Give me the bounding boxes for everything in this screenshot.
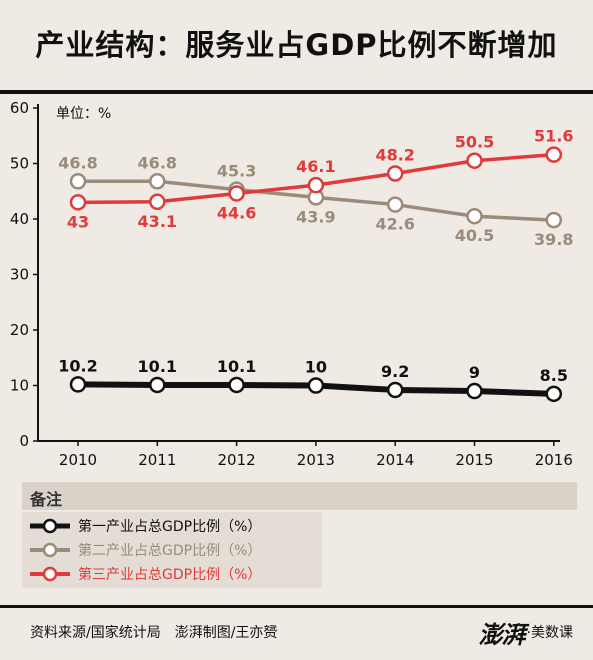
x-tick-label: 2012 bbox=[218, 451, 256, 469]
data-label-s3: 48.2 bbox=[375, 145, 414, 164]
data-point-s1 bbox=[307, 377, 325, 394]
x-tick-label: 2010 bbox=[59, 451, 97, 469]
data-point-s1 bbox=[386, 381, 404, 399]
data-point-s2 bbox=[545, 211, 563, 229]
legend-item-primary: 第一产业占总GDP比例（%） bbox=[30, 515, 261, 537]
data-point-s1 bbox=[228, 376, 245, 394]
data-label-s3: 43.1 bbox=[138, 212, 177, 231]
legend-label-tertiary: 第三产业占总GDP比例（%） bbox=[78, 567, 262, 583]
data-point-s1 bbox=[466, 382, 483, 400]
data-point-s3 bbox=[69, 194, 87, 211]
note-header: 备注 bbox=[22, 482, 577, 510]
footer-source: 资料来源/国家统计局 澎湃制图/王亦赟 bbox=[30, 625, 278, 641]
data-label-s2: 42.6 bbox=[375, 215, 414, 234]
data-label-s3: 46.1 bbox=[296, 157, 335, 176]
data-point-s1 bbox=[69, 376, 87, 393]
data-label-s2: 39.8 bbox=[534, 230, 573, 249]
y-tick-label: 0 bbox=[19, 432, 29, 450]
data-label-s1: 8.5 bbox=[540, 366, 568, 385]
legend: 第一产业占总GDP比例（%） 第二产业占总GDP比例（%） 第三产业占总GDP比… bbox=[22, 512, 322, 588]
x-tick-label: 2011 bbox=[138, 451, 176, 469]
line-chart: 0 10 20 30 40 50 60 2010 2011 2012 2013 2014 2015 201… bbox=[10, 99, 574, 469]
y-tick-label: 50 bbox=[10, 155, 29, 173]
data-label-s3: 50.5 bbox=[455, 133, 494, 152]
data-point-s2 bbox=[69, 173, 87, 190]
x-tick-label: 2014 bbox=[376, 451, 414, 469]
data-point-s3 bbox=[386, 165, 404, 182]
data-point-s3 bbox=[545, 146, 563, 163]
data-label-s1: 10.2 bbox=[58, 356, 97, 375]
legend-label-primary: 第一产业占总GDP比例（%） bbox=[78, 519, 262, 535]
data-point-s2 bbox=[466, 207, 483, 225]
data-label-s3: 43 bbox=[67, 212, 89, 231]
y-tick-label: 30 bbox=[10, 266, 29, 284]
data-label-s2: 45.3 bbox=[217, 162, 256, 181]
data-point-s1 bbox=[545, 385, 563, 403]
data-label-s1: 9.2 bbox=[381, 362, 409, 381]
legend-swatch-primary-icon bbox=[30, 518, 70, 534]
data-point-s3 bbox=[149, 193, 166, 211]
y-tick-label: 20 bbox=[10, 321, 29, 339]
data-label-s3: 51.6 bbox=[534, 127, 573, 146]
brand-logo-suffix: ·美数课 bbox=[526, 625, 573, 641]
data-point-s3 bbox=[466, 152, 483, 169]
brand-logo-mark: 澎湃 bbox=[478, 619, 526, 649]
data-label-s2: 46.8 bbox=[138, 153, 177, 172]
data-label-s3: 44.6 bbox=[217, 203, 256, 222]
data-label-s2: 46.8 bbox=[58, 153, 97, 172]
data-point-s2 bbox=[386, 196, 404, 213]
note-title: 备注 bbox=[30, 490, 63, 509]
data-point-s3 bbox=[228, 185, 245, 202]
y-tick-label: 60 bbox=[10, 99, 29, 117]
legend-item-secondary: 第二产业占总GDP比例（%） bbox=[30, 539, 261, 561]
x-tick-label: 2016 bbox=[535, 451, 573, 469]
x-tick-label: 2013 bbox=[297, 451, 335, 469]
y-tick-label: 10 bbox=[10, 377, 29, 395]
legend-swatch-tertiary-icon bbox=[30, 566, 70, 582]
data-label-s1: 10 bbox=[305, 358, 327, 377]
legend-label-secondary: 第二产业占总GDP比例（%） bbox=[78, 543, 262, 559]
data-label-s2: 43.9 bbox=[296, 207, 335, 226]
data-label-s1: 10.1 bbox=[217, 357, 256, 376]
data-label-s1: 9 bbox=[469, 363, 480, 382]
data-label-s2: 40.5 bbox=[455, 226, 494, 245]
data-label-s1: 10.1 bbox=[138, 357, 177, 376]
y-tick-label: 40 bbox=[10, 210, 29, 228]
bottom-rule bbox=[0, 605, 593, 608]
legend-item-tertiary: 第三产业占总GDP比例（%） bbox=[30, 563, 261, 585]
data-point-s3 bbox=[307, 176, 325, 194]
x-tick-label: 2015 bbox=[455, 451, 493, 469]
top-rule bbox=[0, 90, 593, 94]
data-point-s1 bbox=[149, 376, 166, 394]
brand-logo: 澎湃 ·美数课 bbox=[479, 614, 573, 650]
data-point-s2 bbox=[149, 173, 166, 190]
legend-swatch-secondary-icon bbox=[30, 542, 70, 558]
chart-title: 产业结构：服务业占GDP比例不断增加 bbox=[35, 28, 558, 62]
unit-label: 单位：% bbox=[56, 106, 111, 122]
